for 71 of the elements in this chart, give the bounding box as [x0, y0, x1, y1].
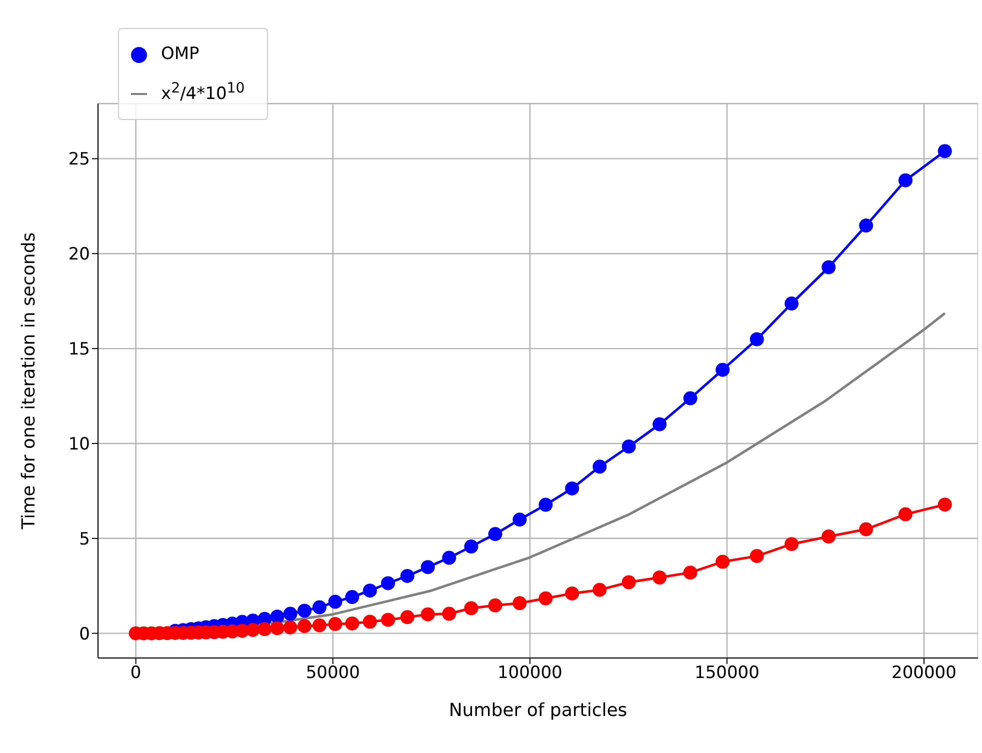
x-tick-label: 200000	[892, 663, 956, 684]
point	[381, 576, 396, 590]
x-tick-label: 100000	[497, 663, 562, 684]
point	[298, 604, 312, 618]
point	[345, 616, 360, 630]
point	[592, 460, 607, 474]
point	[622, 440, 636, 454]
point	[464, 601, 478, 616]
point	[488, 598, 502, 612]
point	[859, 522, 874, 536]
y-axis-title: Time for one iteration in seconds	[18, 232, 40, 530]
point	[683, 391, 698, 406]
point	[328, 594, 342, 609]
point	[362, 584, 377, 598]
point	[420, 607, 435, 622]
point	[270, 610, 284, 624]
point	[442, 606, 456, 621]
point	[784, 537, 799, 552]
point	[246, 622, 260, 637]
point	[750, 549, 764, 564]
point	[622, 575, 636, 590]
point	[442, 550, 456, 565]
point	[716, 362, 730, 377]
y-tick-label: 5	[79, 529, 90, 550]
point	[381, 612, 396, 627]
point	[464, 540, 478, 554]
point	[420, 560, 435, 574]
legend-label: OMP	[161, 44, 200, 64]
point	[822, 260, 836, 274]
point	[270, 621, 284, 636]
point	[512, 596, 527, 610]
point	[859, 218, 874, 233]
point	[345, 590, 360, 604]
point	[592, 582, 607, 597]
point	[683, 566, 698, 580]
point	[652, 417, 667, 432]
point	[258, 622, 272, 636]
point	[822, 530, 836, 544]
point	[298, 619, 312, 634]
point	[283, 620, 298, 634]
point	[898, 173, 912, 188]
point	[312, 600, 326, 614]
y-tick-label: 10	[68, 434, 90, 455]
x-tick-label: 150000	[694, 663, 760, 684]
point	[898, 507, 912, 522]
point	[784, 296, 799, 311]
point	[400, 610, 414, 624]
y-tick-label: 0	[79, 624, 90, 644]
y-tick-label: 20	[68, 244, 90, 265]
point	[565, 481, 580, 496]
point	[362, 614, 377, 629]
point	[283, 606, 298, 621]
point	[652, 570, 667, 585]
point	[400, 568, 414, 583]
point	[512, 512, 527, 527]
point	[565, 586, 580, 600]
y-tick-label: 25	[68, 150, 90, 170]
y-tick-label: 15	[68, 340, 90, 360]
legend-label: x$^{2}$/4*10$^{10}$	[161, 80, 245, 104]
point	[938, 144, 952, 158]
x-tick-label: 0	[130, 663, 142, 684]
point	[538, 591, 553, 606]
point	[488, 527, 502, 542]
point	[938, 498, 952, 512]
point	[538, 498, 553, 512]
x-axis-title: Number of particles	[448, 700, 628, 721]
point	[328, 617, 342, 632]
point	[312, 618, 326, 632]
x-tick-label: 50000	[306, 663, 360, 684]
point	[750, 332, 764, 346]
point	[716, 554, 730, 569]
